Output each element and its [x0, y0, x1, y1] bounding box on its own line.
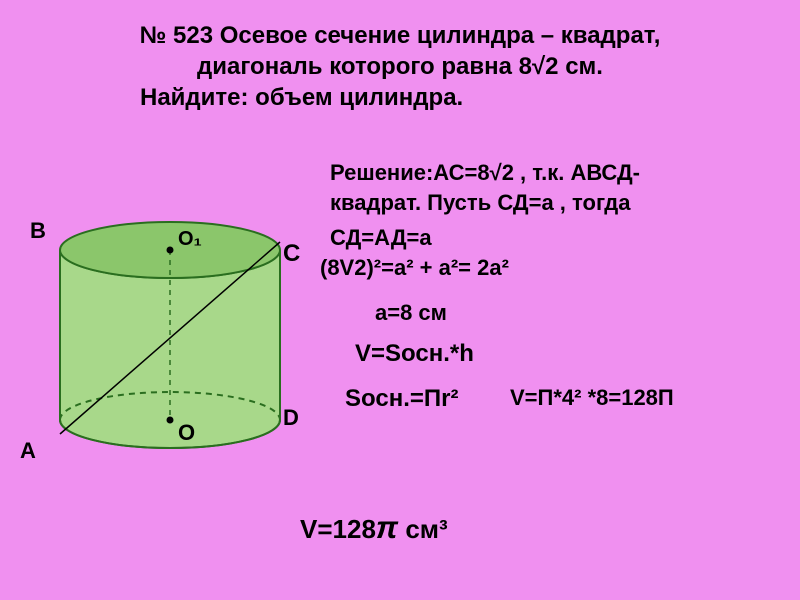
- point-o1: [167, 247, 174, 254]
- label-a: А: [20, 438, 36, 464]
- pi-symbol: π: [376, 510, 398, 545]
- label-b: В: [30, 218, 46, 244]
- title-line-3: Найдите: объем цилиндра.: [0, 82, 800, 113]
- title-line-1: № 523 Осевое сечение цилиндра – квадрат,: [140, 22, 661, 49]
- answer: V=128π cм³: [300, 510, 448, 546]
- solution-line-4: (8V2)²=а² + а²= 2а²: [320, 255, 509, 281]
- cylinder-svg: [20, 210, 310, 490]
- cylinder-diagram: В С А D О₁ О: [20, 210, 310, 490]
- label-o: О: [178, 420, 195, 446]
- solution-line-3: СД=АД=а: [330, 225, 432, 251]
- solution-line-1: Решение:АС=8√2 , т.к. АВСД-: [330, 160, 640, 186]
- label-d: D: [283, 405, 299, 431]
- problem-title: № 523 Осевое сечение цилиндра – квадрат,…: [0, 20, 800, 114]
- point-o: [167, 417, 174, 424]
- title-line-2: диагональ которого равна 8√2 см.: [0, 51, 800, 82]
- label-c: С: [283, 240, 300, 268]
- solution-line-7b: V=П*4² *8=128П: [510, 385, 674, 411]
- answer-after: cм³: [398, 514, 448, 544]
- solution-line-6: V=Sосн.*h: [355, 340, 474, 368]
- answer-before: V=128: [300, 514, 376, 544]
- solution-line-5: а=8 см: [375, 300, 447, 326]
- solution-line-2: квадрат. Пусть СД=а , тогда: [330, 190, 630, 216]
- solution-line-7a: Sосн.=Пr²: [345, 385, 458, 413]
- label-o1: О₁: [178, 228, 202, 251]
